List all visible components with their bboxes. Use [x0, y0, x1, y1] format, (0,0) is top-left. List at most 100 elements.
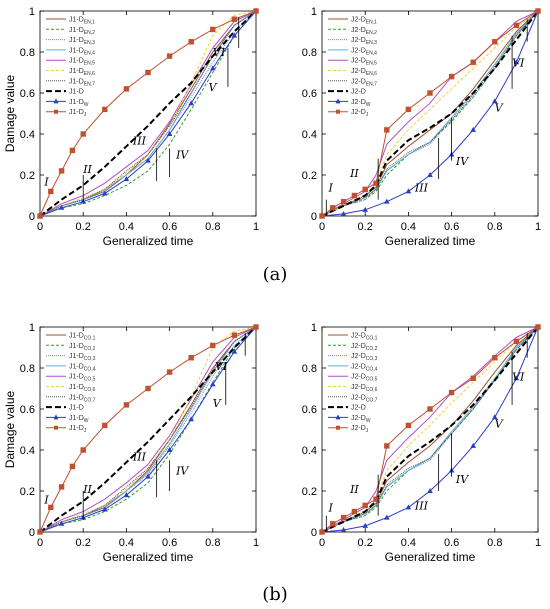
legend-entry-label: J1-DCO,4 [69, 363, 96, 372]
legend-entry-label: J1-DW [69, 99, 89, 108]
series-mean [39, 10, 257, 217]
legend-entry-label: J1-DEN,1 [69, 17, 95, 26]
legend-entry-subscript: CO,1 [84, 336, 96, 342]
legend-entry-name: J1-D [69, 425, 84, 432]
y-tick-label: 1 [29, 322, 35, 334]
y-axis-label: Damage value [3, 390, 17, 468]
data-point-triangle [102, 190, 108, 196]
series-j [37, 8, 259, 219]
legend-entry-label: J2-DEN,4 [351, 47, 377, 56]
legend-entry-subscript: CO,5 [366, 377, 378, 383]
legend-entry-name: J2-D [351, 333, 366, 340]
y-tick-label: 1 [29, 6, 35, 18]
legend-entry-name: J2-D [351, 27, 366, 34]
legend-entry-label: J2-DW [351, 99, 371, 108]
y-tick-label: 0.6 [20, 404, 35, 416]
stage-label: VI [213, 46, 226, 59]
chart-panel-a-left: 0 0.2 0.4 0.6 0.8 1 0 0.2 0.4 0.6 0.8 1 Generalized … [3, 6, 259, 248]
data-point-square [37, 529, 43, 535]
data-point-triangle [405, 188, 412, 194]
legend-entry-subscript: CO,7 [366, 397, 378, 403]
data-point-square [210, 26, 216, 33]
data-point-triangle [188, 416, 194, 422]
x-tick-label: 0 [37, 537, 43, 549]
legend-entry-name: J1-D [69, 47, 84, 54]
y-tick-label: 1 [311, 322, 317, 334]
legend-entry-name: J2-D [351, 425, 366, 432]
data-point-square [69, 147, 76, 154]
data-point-square [384, 127, 390, 133]
data-point-triangle [470, 126, 476, 132]
stage-label: I [43, 493, 49, 506]
series-line [321, 10, 539, 217]
series-mean [39, 326, 257, 533]
y-tick-label: 0.8 [302, 363, 317, 375]
stage-label: III [414, 181, 429, 194]
data-point-square [231, 16, 238, 22]
series-en-5 [321, 10, 539, 217]
data-point-triangle [362, 206, 368, 212]
series-line [321, 10, 539, 217]
legend-entry-subscript: EN,2 [366, 30, 377, 36]
x-tick-label: 0.2 [76, 537, 91, 549]
series-co-7 [39, 326, 257, 533]
stage-label: II [349, 483, 359, 496]
series-j [319, 8, 541, 219]
data-point-square [80, 447, 86, 453]
y-tick-label: 0 [29, 211, 35, 223]
series-line [321, 326, 539, 533]
x-tick-label: 1 [535, 537, 541, 549]
data-point-square [340, 198, 347, 205]
legend-entry-label: J2-DEN,2 [351, 27, 377, 36]
data-point-triangle [58, 204, 65, 210]
legend-marker [335, 414, 341, 420]
data-point-square [427, 406, 433, 412]
series-line [39, 10, 257, 217]
y-tick-label: 0 [311, 211, 317, 223]
legend-entry-subscript: CO,1 [366, 336, 378, 342]
chart-panel-a-right: 0 0.2 0.4 0.6 0.8 1 0 0.2 0.4 0.6 0.8 1 Generalized … [302, 6, 541, 248]
series-line [39, 326, 257, 533]
legend-entry-subscript: CO,7 [84, 397, 96, 403]
data-point-square [123, 86, 130, 92]
legend-entry-label: J2-DCO,5 [351, 374, 378, 383]
data-point-square [166, 369, 173, 375]
plot-area [39, 10, 257, 217]
legend-entry-name: J1-D [69, 333, 84, 340]
legend-entry-subscript: CO,4 [366, 366, 378, 372]
x-tick-label: 0.8 [205, 221, 220, 233]
legend-entry-label: J1-DEN,7 [69, 78, 95, 87]
legend-entry-name: J1-D [69, 58, 84, 65]
y-tick-label: 0.4 [302, 445, 317, 457]
series-line [321, 10, 539, 217]
legend-entry-name: J2-D [351, 68, 366, 75]
data-point-square [253, 324, 259, 330]
data-point-triangle [384, 514, 390, 520]
legend: J2-DEN,1J2-DEN,2J2-DEN,3J2-DEN,4J2-DEN,5… [328, 17, 377, 118]
series-line [39, 326, 257, 533]
stage-label: VI [215, 360, 228, 373]
data-point-square [535, 8, 541, 14]
data-point-square [362, 186, 368, 193]
legend-entry-name: J1-D [69, 343, 84, 350]
legend-entry-subscript: CO,3 [84, 356, 96, 362]
legend: J2-DCO,1J2-DCO,2J2-DCO,3J2-DCO,4J2-DCO,5… [328, 333, 378, 434]
legend-entry-name: J2-D [351, 47, 366, 54]
y-tick-label: 0.4 [20, 129, 35, 141]
series-mean [321, 10, 539, 217]
legend-entry-name: J2-D [351, 109, 366, 116]
y-tick-label: 0.4 [302, 129, 317, 141]
data-point-square [48, 504, 54, 511]
data-point-square [58, 168, 65, 174]
data-point-square [351, 192, 358, 199]
chart-panel-b-left: 0 0.2 0.4 0.6 0.8 1 0 0.2 0.4 0.6 0.8 1 Generalized … [3, 322, 259, 564]
series-line [321, 326, 539, 533]
legend-entry-subscript: CO,2 [366, 346, 378, 352]
legend-entry-subscript: CO,5 [84, 377, 96, 383]
data-point-square [362, 502, 368, 509]
legend-entry-name: J1-D [69, 109, 84, 116]
legend-entry-subscript: EN,7 [84, 81, 95, 87]
y-tick-label: 0.2 [20, 486, 35, 498]
data-point-triangle [210, 65, 216, 71]
data-point-square [102, 106, 108, 113]
